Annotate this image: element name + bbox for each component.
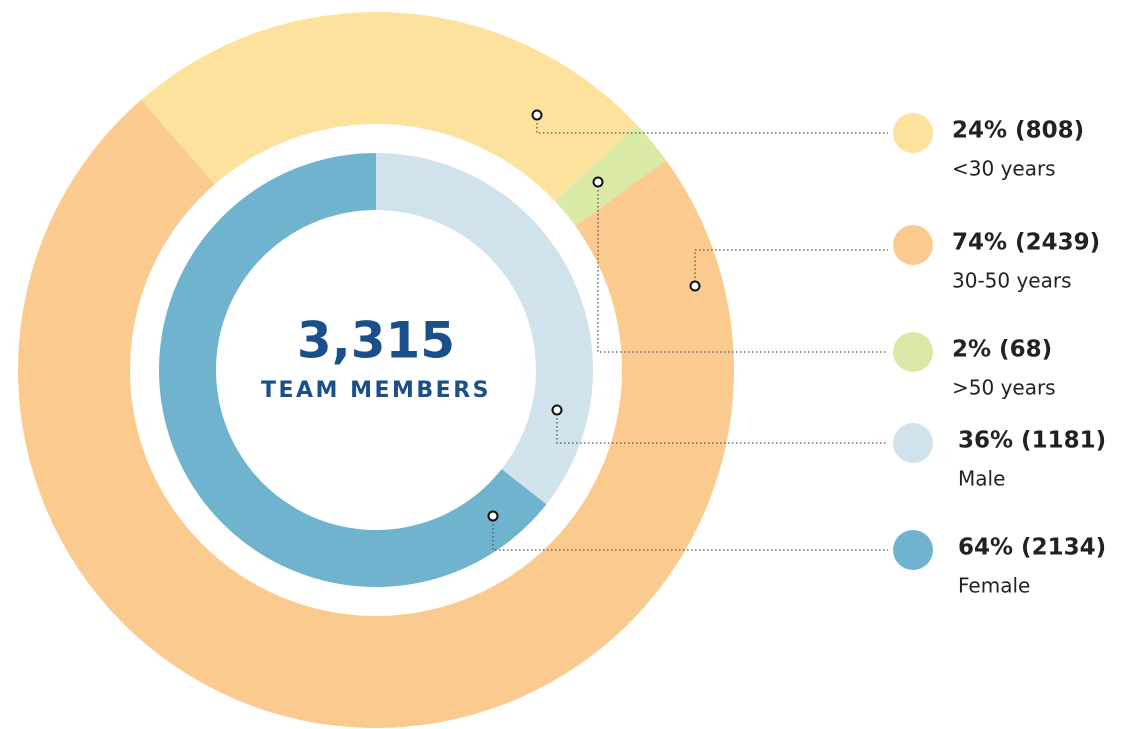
leader-line (536, 115, 888, 134)
leader-dot (689, 280, 701, 292)
legend-swatch (893, 113, 933, 153)
donut-segment (159, 153, 547, 587)
center-value: 3,315 (297, 312, 455, 370)
leader-line (694, 249, 888, 286)
legend-value: 24% (808) (952, 118, 1084, 144)
legend-swatch (893, 332, 933, 372)
legend-value: 2% (68) (952, 337, 1052, 363)
legend-category: Male (958, 467, 1005, 491)
leader-dot (551, 404, 563, 416)
legend-value: 36% (1181) (958, 428, 1106, 454)
donut-segment (17, 99, 734, 729)
leader-line (556, 410, 888, 444)
leaders (487, 109, 888, 551)
leader-dot (592, 176, 604, 188)
legend-category: >50 years (952, 376, 1056, 400)
center-label: TEAM MEMBERS (261, 378, 491, 403)
legend-category: 30-50 years (952, 269, 1072, 293)
donut-segment (376, 153, 593, 505)
leader-dot (531, 109, 543, 121)
legend-swatch (893, 225, 933, 265)
leader-line (597, 182, 888, 353)
donut-segment (141, 12, 637, 202)
legend-value: 74% (2439) (952, 230, 1100, 256)
rings (17, 12, 734, 729)
legend-category: <30 years (952, 157, 1056, 181)
donut-segment (555, 124, 667, 226)
legend-value: 64% (2134) (958, 535, 1106, 561)
legend-swatch (893, 530, 933, 570)
leader-line (492, 516, 888, 551)
legend-swatch (893, 423, 933, 463)
legend-category: Female (958, 574, 1030, 598)
leader-dot (487, 510, 499, 522)
